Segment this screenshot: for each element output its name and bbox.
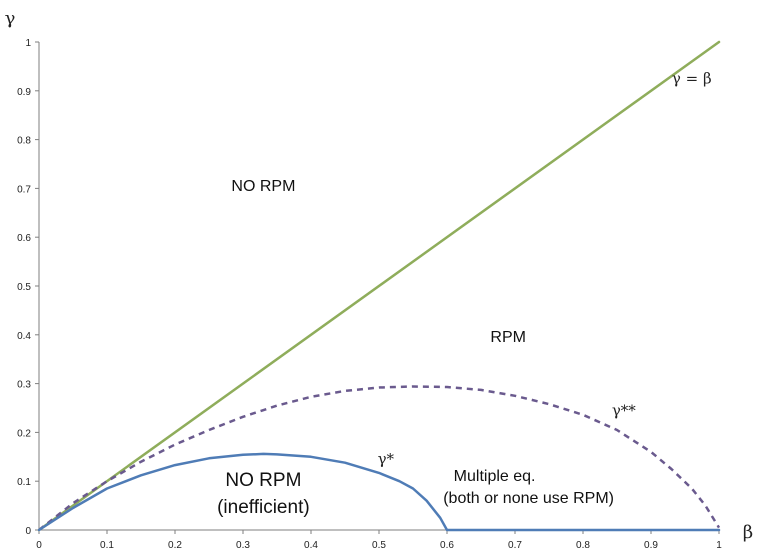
x-tick-label: 0.6: [440, 540, 454, 551]
curve-label: γ = β: [672, 69, 712, 87]
gamma-double-star-curve: [38, 385, 721, 531]
gamma-star-curve: [37, 452, 721, 532]
y-tick-label: 0.1: [17, 477, 31, 488]
region-annotation: NO RPM: [231, 178, 295, 195]
x-tick-label: 0.4: [304, 540, 318, 551]
x-tick-label: 0.2: [168, 540, 182, 551]
region-annotation: (both or none use RPM): [443, 490, 614, 507]
y-tick-label: 0.7: [17, 184, 31, 195]
x-tick-label: 0.3: [236, 540, 250, 551]
y-tick-label: 0.2: [17, 428, 31, 439]
y-tick-label: 0.5: [17, 282, 31, 293]
series-layer: [37, 40, 721, 532]
x-tick-label: 0.7: [508, 540, 522, 551]
labels-layer: γ = β γ** γ* NO RPM RPM NO RPM (inefficient) Mu…: [217, 69, 712, 517]
x-tick-label: 0: [36, 540, 42, 551]
y-tick-label: 0.3: [17, 380, 31, 391]
y-tick-label: 1: [25, 38, 31, 49]
gamma-equals-beta-line: [37, 40, 721, 532]
y-tick-label: 0.4: [17, 331, 31, 342]
curve-label: γ**: [612, 401, 636, 419]
x-tick-label: 0.9: [644, 540, 658, 551]
y-tick-label: 0.8: [17, 136, 31, 147]
x-axis-label: β: [743, 522, 753, 543]
x-tick-label: 0.8: [576, 540, 590, 551]
region-annotation: NO RPM: [225, 470, 301, 491]
y-tick-label: 0.6: [17, 233, 31, 244]
region-annotation: RPM: [490, 329, 526, 346]
y-axis-label: γ: [5, 8, 16, 29]
region-annotation: (inefficient): [217, 497, 310, 518]
x-tick-label: 1: [716, 540, 722, 551]
axes: 0 0.1 0.2 0.3 0.4 0.5 0.6 0.7 0.8 0.9 1 0 0.1 0.2 0.3 0…: [5, 8, 754, 551]
curve-label: γ*: [378, 450, 395, 468]
region-annotation: Multiple eq.: [454, 468, 536, 485]
x-tick-label: 0.5: [372, 540, 386, 551]
y-tick-label: 0.9: [17, 87, 31, 98]
x-tick-label: 0.1: [100, 540, 114, 551]
y-tick-label: 0: [25, 526, 31, 537]
